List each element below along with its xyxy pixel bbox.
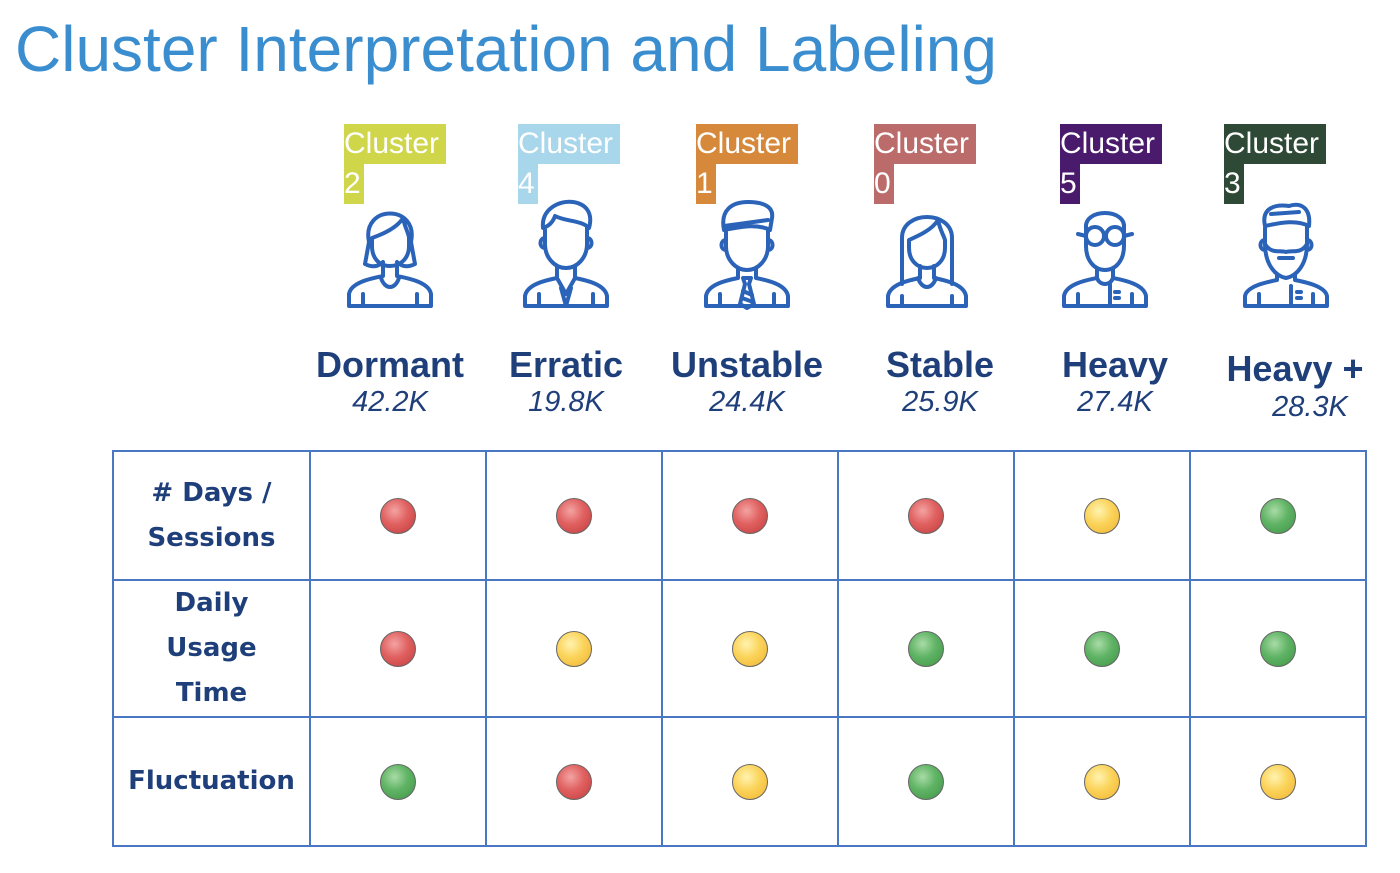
rating-dot	[380, 497, 416, 534]
cluster-tag: Cluster 4	[518, 124, 620, 204]
rating-dot	[1260, 630, 1296, 667]
row-label: Fluctuation	[112, 716, 311, 847]
rating-grid: # Days / Sessions Daily Usage Time Fluct…	[112, 450, 1367, 847]
rating-dot	[1084, 630, 1120, 667]
rating-cell	[485, 450, 663, 581]
cluster-count: 25.9K	[902, 386, 978, 418]
rating-cell	[661, 450, 839, 581]
rating-cell	[309, 716, 487, 847]
businessman-tie-icon	[702, 198, 792, 310]
rating-dot	[732, 630, 768, 667]
table-row: Daily Usage Time	[112, 579, 1367, 718]
cluster-count: 24.4K	[709, 386, 785, 418]
rating-cell	[485, 716, 663, 847]
cluster-count: 27.4K	[1077, 386, 1153, 418]
rating-dot	[908, 630, 944, 667]
rating-dot	[1260, 763, 1296, 800]
cluster-tag: Cluster 2	[344, 124, 446, 204]
rating-cell	[1189, 579, 1367, 718]
rating-cell	[309, 450, 487, 581]
cluster-tag: Cluster 1	[696, 124, 798, 204]
rating-dot	[1084, 497, 1120, 534]
cluster-tag: Cluster 5	[1060, 124, 1162, 204]
rating-dot	[732, 497, 768, 534]
rating-dot	[556, 630, 592, 667]
rating-dot	[732, 763, 768, 800]
rating-dot	[556, 763, 592, 800]
cluster-label: Unstable	[670, 344, 824, 385]
cluster-label: Heavy +	[1226, 348, 1364, 389]
rating-cell	[661, 716, 839, 847]
rating-cell	[1189, 450, 1367, 581]
table-row: Fluctuation	[112, 716, 1367, 847]
rating-cell	[1013, 716, 1191, 847]
man-beard-icon	[1241, 198, 1331, 310]
rating-dot	[380, 763, 416, 800]
cluster-tag: Cluster 3	[1224, 124, 1326, 204]
rating-dot	[556, 497, 592, 534]
rating-cell	[309, 579, 487, 718]
cluster-label: Stable	[885, 344, 995, 385]
page-title: Cluster Interpretation and Labeling	[15, 13, 997, 85]
cluster-label: Heavy	[1061, 344, 1169, 385]
rating-cell	[837, 716, 1015, 847]
rating-dot	[908, 763, 944, 800]
man-glasses-icon	[1060, 198, 1150, 310]
rating-cell	[1013, 579, 1191, 718]
row-label: # Days / Sessions	[112, 450, 311, 581]
woman-long-hair-icon	[882, 198, 972, 310]
man-quiff-icon	[521, 198, 611, 310]
rating-cell	[485, 579, 663, 718]
cluster-count: 42.2K	[352, 386, 428, 418]
rating-dot	[380, 630, 416, 667]
cluster-tag: Cluster 0	[874, 124, 976, 204]
rating-cell	[1189, 716, 1367, 847]
cluster-label: Dormant	[315, 344, 464, 385]
rating-cell	[837, 579, 1015, 718]
rating-dot	[1084, 763, 1120, 800]
rating-cell	[837, 450, 1015, 581]
rating-dot	[1260, 497, 1296, 534]
table-row: # Days / Sessions	[112, 450, 1367, 581]
rating-cell	[661, 579, 839, 718]
rating-cell	[1013, 450, 1191, 581]
cluster-count: 19.8K	[528, 386, 604, 418]
cluster-count: 28.3K	[1272, 391, 1348, 423]
cluster-label: Erratic	[508, 344, 624, 385]
woman-short-hair-icon	[345, 198, 435, 310]
row-label: Daily Usage Time	[112, 579, 311, 718]
rating-dot	[908, 497, 944, 534]
